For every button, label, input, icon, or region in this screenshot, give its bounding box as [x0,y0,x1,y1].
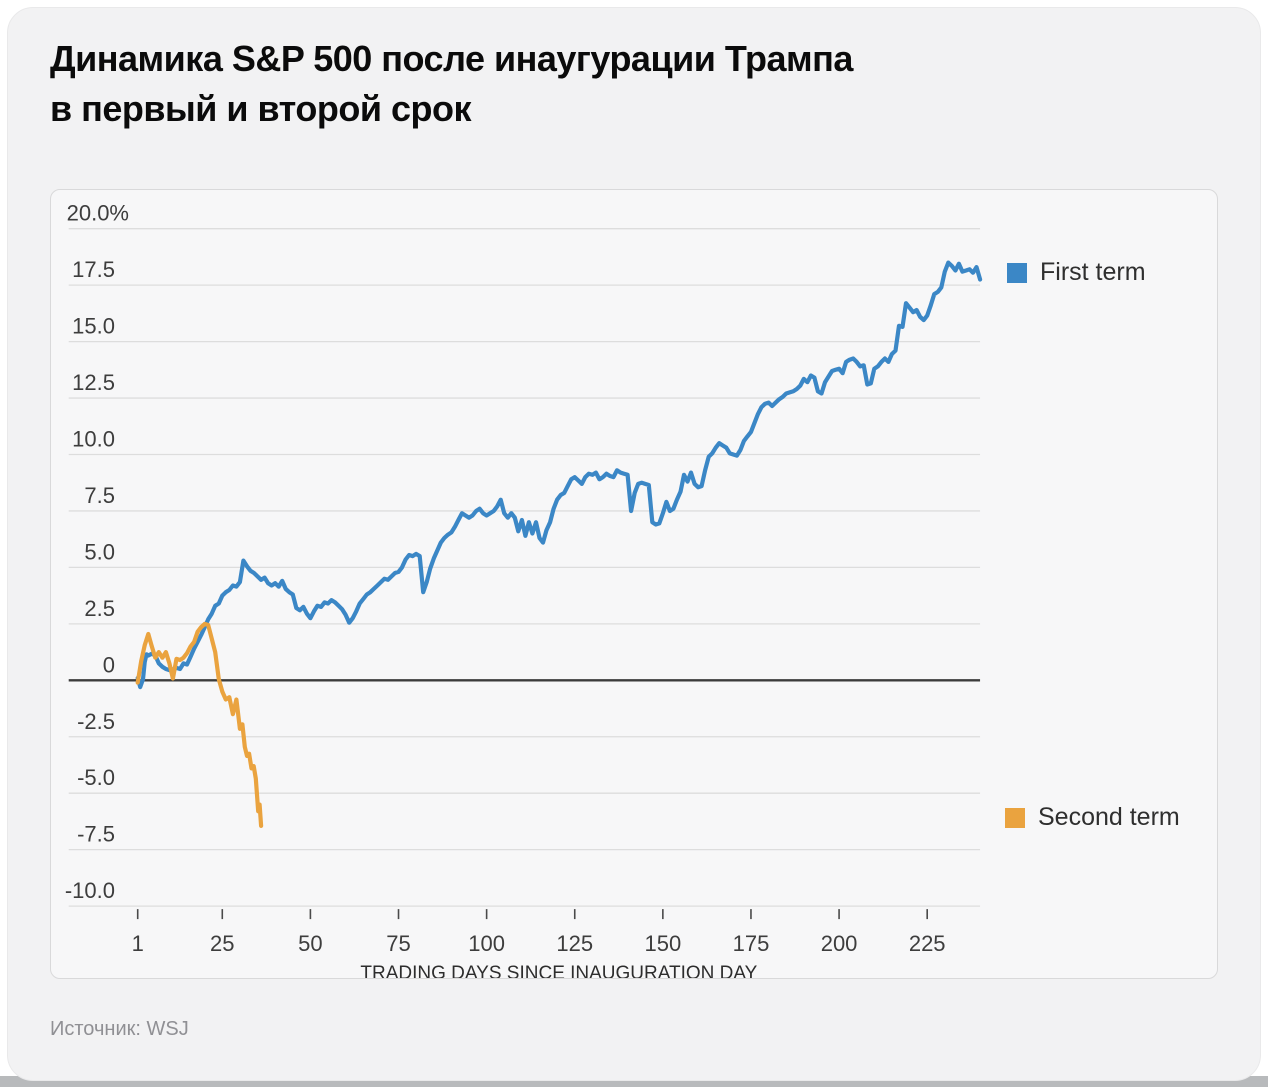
chart-title: Динамика S&P 500 после инаугурации Трамп… [50,38,853,129]
x-axis-tick-label: 50 [298,931,322,956]
y-axis-tick-label: 7.5 [84,483,115,508]
x-axis-tick-label: 1 [132,931,144,956]
line-chart: 20.0% 17.5 15.0 12.5 10.0 7.5 5.0 2.5 0 -2.5 -5.0 -… [65,201,983,978]
chart-panel: 20.0% 17.5 15.0 12.5 10.0 7.5 5.0 2.5 0 -2.5 -5.0 -… [50,189,1218,979]
first-term-line [135,260,983,690]
y-axis-tick-label: 12.5 [72,370,115,395]
x-axis-tick-label: 125 [556,931,593,956]
y-axis-tick-label: -2.5 [77,709,115,734]
y-axis-tick-label: -10.0 [65,878,115,903]
x-axis-tick-label: 175 [733,931,770,956]
y-axis-tick-label: 10.0 [72,427,115,452]
y-axis-tick-label: 20.0% [67,201,129,226]
legend-second-term: Second term [1005,803,1180,832]
x-axis-tick-label: 200 [821,931,858,956]
first-term-swatch-icon [1007,262,1027,283]
legend-first-term: First term [1007,258,1146,287]
x-axis-tick-label: 150 [644,931,681,956]
page-bottom-edge [0,1076,1268,1087]
source-note: Источник: WSJ [50,1018,189,1040]
y-axis-tick-label: 15.0 [72,314,115,339]
legend-first-term-label: First term [1040,258,1146,286]
y-axis-tick-label: 0 [103,652,115,677]
x-axis-title: TRADING DAYS SINCE INAUGURATION DAY [360,963,757,978]
x-axis-tick-label: 75 [386,931,410,956]
y-axis-tick-label: 17.5 [72,257,115,282]
x-axis-tick-label: 225 [909,931,946,956]
x-axis-tick-label: 100 [468,931,505,956]
second-term-swatch-icon [1005,807,1025,828]
chart-card: Динамика S&P 500 после инаугурации Трамп… [7,7,1261,1081]
legend-second-term-label: Second term [1038,803,1180,831]
x-axis-tick-label: 25 [210,931,234,956]
y-axis-tick-label: 2.5 [84,596,115,621]
y-axis-tick-label: -5.0 [77,765,115,790]
second-term-line [135,621,264,829]
y-axis-tick-label: 5.0 [84,539,115,564]
y-axis-tick-label: -7.5 [77,822,115,847]
